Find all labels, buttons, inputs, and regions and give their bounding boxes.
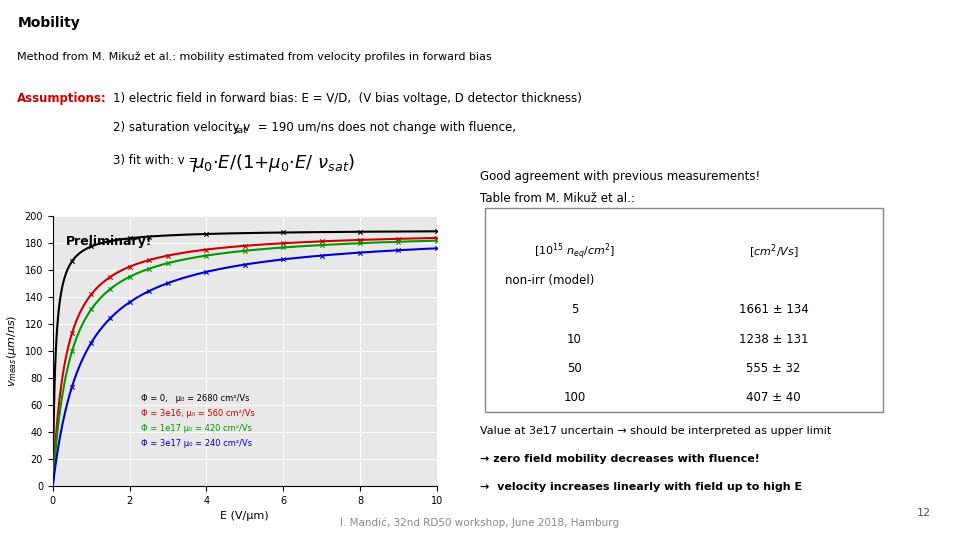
Text: 5: 5 [571,303,578,316]
Text: Φ = 3e17 μ₀ = 240 cm²/Vs: Φ = 3e17 μ₀ = 240 cm²/Vs [141,438,252,448]
Text: $\mu_0{\cdot}E/(1{+}\mu_0{\cdot}E/\ \nu_{sat})$: $\mu_0{\cdot}E/(1{+}\mu_0{\cdot}E/\ \nu_… [192,152,355,174]
Text: I. Mandić, 32nd RD50 workshop, June 2018, Hamburg: I. Mandić, 32nd RD50 workshop, June 2018… [341,518,619,528]
Point [314,241,329,249]
Point [84,290,99,299]
Text: Φ = 1e17 μ₀ = 420 cm²/Vs: Φ = 1e17 μ₀ = 420 cm²/Vs [141,424,252,433]
Point [199,251,214,260]
Point [141,256,156,265]
Text: 555 ± 32: 555 ± 32 [747,362,801,375]
Point [122,298,137,307]
Text: Table from M. Mikuž et al.:: Table from M. Mikuž et al.: [480,192,635,205]
Point [160,251,176,260]
Text: Φ = 0,   μ₀ = 2680 cm²/Vs: Φ = 0, μ₀ = 2680 cm²/Vs [141,394,250,403]
Text: 1661 ± 134: 1661 ± 134 [739,303,808,316]
Text: 10: 10 [567,333,582,346]
Point [314,237,329,246]
Text: →  velocity increases linearly with field up to high E: → velocity increases linearly with field… [480,482,803,492]
Point [103,314,118,322]
Text: Φn: Φn [564,216,585,229]
Text: sat: sat [233,126,247,135]
Text: 50: 50 [567,362,582,375]
Text: Preliminary!: Preliminary! [66,235,153,248]
Text: 12: 12 [917,508,931,518]
Text: Mobility: Mobility [17,16,80,30]
Text: $[10^{15}\ n_{eq}/cm^2]$: $[10^{15}\ n_{eq}/cm^2]$ [534,241,615,262]
Text: Method from M. Mikuž et al.: mobility estimated from velocity profiles in forwar: Method from M. Mikuž et al.: mobility es… [17,51,492,62]
Point [141,265,156,273]
Point [391,234,406,243]
Point [84,305,99,314]
Point [160,259,176,267]
Text: 2) saturation velocity v: 2) saturation velocity v [113,122,251,134]
Text: Φ = 3e16, μ₀ = 560 cm²/Vs: Φ = 3e16, μ₀ = 560 cm²/Vs [141,409,255,418]
Text: 3) fit with: v =: 3) fit with: v = [113,154,203,167]
Text: 100: 100 [564,391,586,404]
Point [141,287,156,295]
Point [237,241,252,250]
Point [391,246,406,254]
Point [199,245,214,254]
Point [352,239,368,247]
Point [429,227,444,235]
Point [314,251,329,260]
Point [122,262,137,271]
Point [103,237,118,245]
Text: Assumptions:: Assumptions: [17,92,107,105]
Point [199,267,214,276]
Point [391,238,406,246]
Point [237,260,252,269]
Y-axis label: $v_{meas}(\mu m/ns)$: $v_{meas}(\mu m/ns)$ [5,315,19,387]
Point [352,248,368,257]
Text: 407 ± 40: 407 ± 40 [746,391,801,404]
Point [276,243,291,252]
Point [352,235,368,244]
Point [122,234,137,242]
Point [84,242,99,251]
Point [276,228,291,237]
Point [276,255,291,264]
Text: Value at 3e17 uncertain → should be interpreted as upper limit: Value at 3e17 uncertain → should be inte… [480,426,831,436]
Point [84,339,99,347]
Point [237,246,252,255]
Text: = 190 um/ns does not change with fluence,: = 190 um/ns does not change with fluence… [254,122,516,134]
Point [64,347,80,356]
Point [429,237,444,245]
Text: non-irr (model): non-irr (model) [505,274,594,287]
Point [64,257,80,266]
Point [429,234,444,242]
Point [64,382,80,391]
Text: $[cm^2/Vs]$: $[cm^2/Vs]$ [749,242,799,261]
Point [122,273,137,281]
Point [276,239,291,247]
Text: μ₀,sum: μ₀,sum [750,216,798,229]
Point [352,227,368,236]
Point [103,285,118,293]
Text: Good agreement with previous measurements!: Good agreement with previous measurement… [480,170,760,183]
Point [103,273,118,281]
Text: → zero field mobility decreases with fluence!: → zero field mobility decreases with flu… [480,454,760,464]
Text: 1238 ± 131: 1238 ± 131 [739,333,808,346]
Text: 1) electric field in forward bias: E = V/D,  (V bias voltage, D detector thickne: 1) electric field in forward bias: E = V… [113,92,582,105]
Point [160,279,176,287]
Point [141,232,156,241]
Point [64,329,80,338]
Point [429,244,444,253]
Point [199,230,214,238]
X-axis label: E (V/μm): E (V/μm) [221,511,269,521]
